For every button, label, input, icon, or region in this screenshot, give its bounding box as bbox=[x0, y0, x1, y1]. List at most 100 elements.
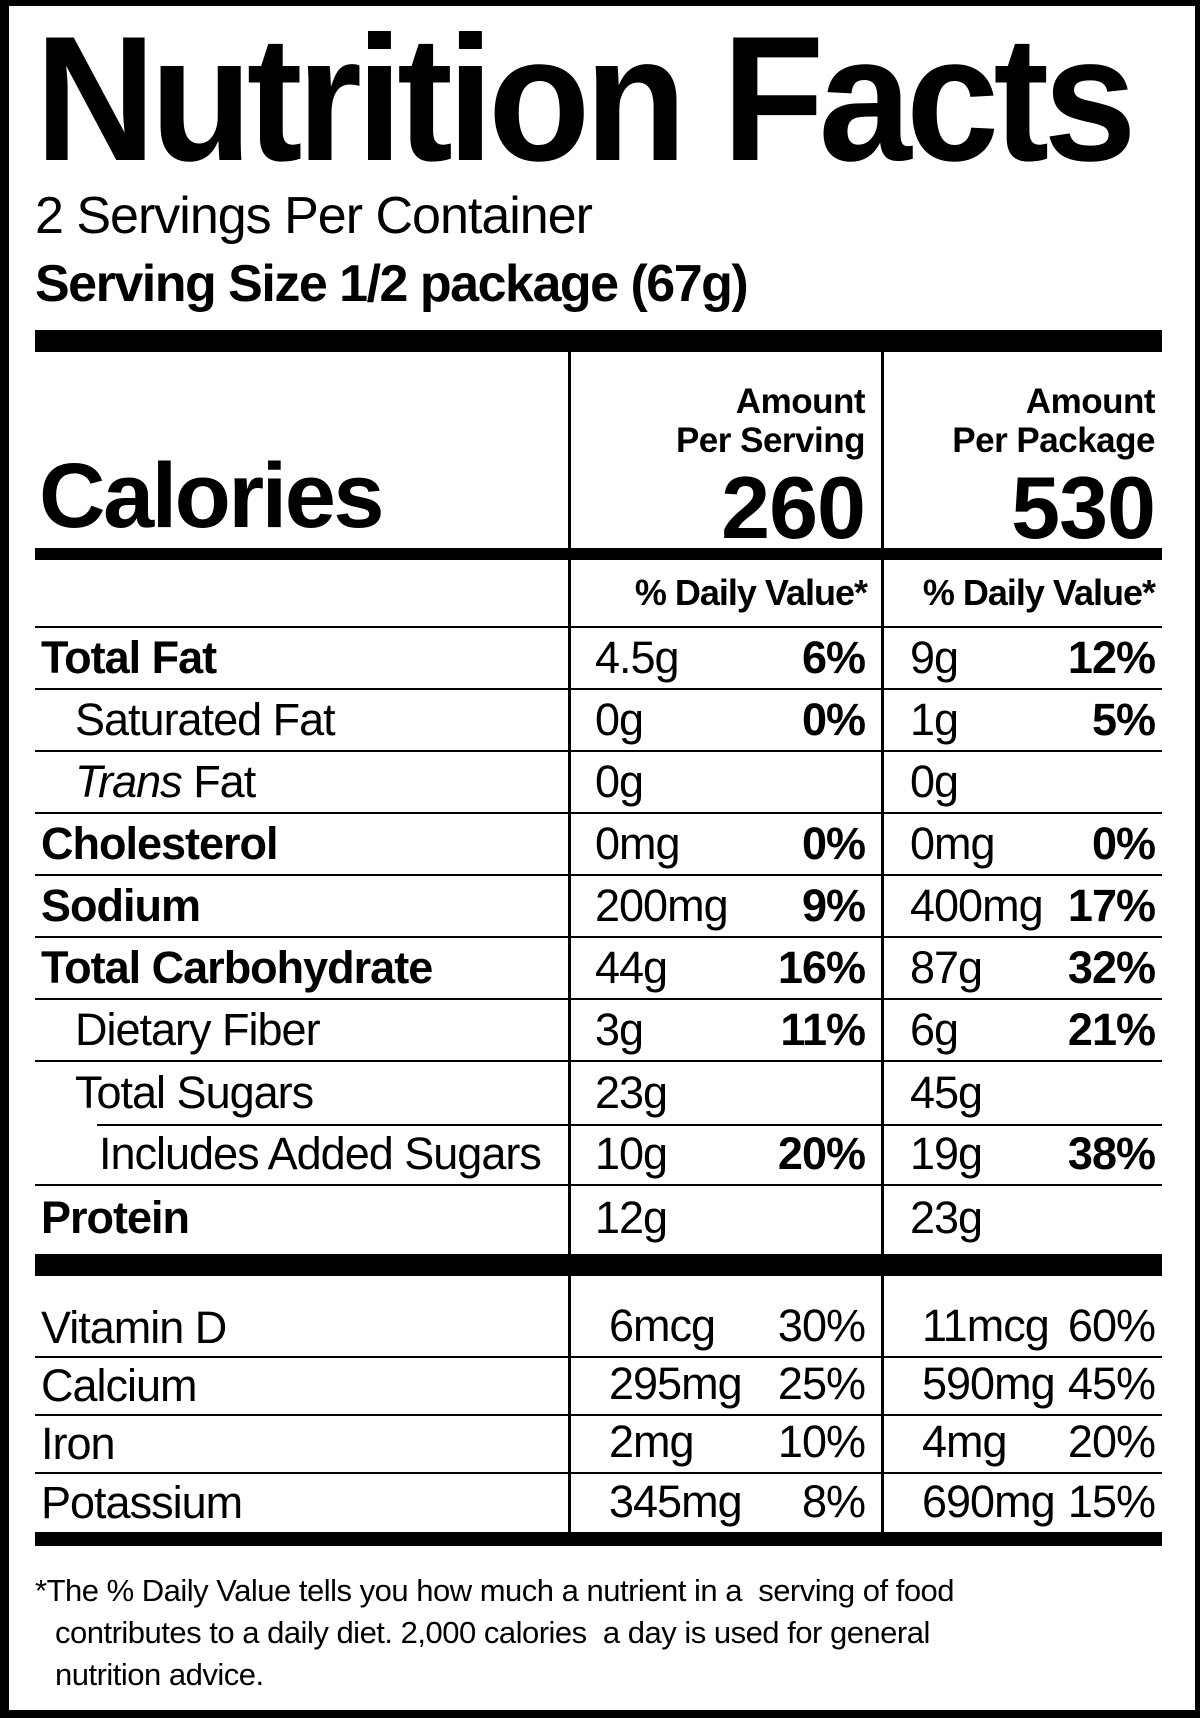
vitamin-name: Vitamin D bbox=[41, 1302, 227, 1353]
nutrient-name: Protein bbox=[41, 1192, 190, 1243]
serving-amount: 10g bbox=[595, 1128, 668, 1179]
package-amount: 690mg bbox=[922, 1476, 1056, 1527]
package-daily-value: 60% bbox=[1067, 1300, 1156, 1351]
package-amount: 1g bbox=[910, 694, 959, 745]
nutrient-name: Total Sugars bbox=[75, 1067, 314, 1118]
amount-per-serving-header-line1: Amount bbox=[735, 382, 866, 421]
serving-amount: 2mg bbox=[609, 1416, 695, 1467]
nutrient-row: Includes Added Sugars 10g 20% 19g 38% bbox=[35, 1124, 1162, 1186]
package-amount: 590mg bbox=[922, 1358, 1056, 1409]
serving-amount: 4.5g bbox=[595, 632, 680, 683]
package-daily-value: 21% bbox=[1067, 1004, 1156, 1055]
nutrient-name: Total Fat bbox=[41, 632, 217, 683]
package-amount: 45g bbox=[910, 1067, 983, 1118]
nutrient-name: Sodium bbox=[41, 880, 201, 931]
daily-value-footnote: *The % Daily Value tells you how much a … bbox=[35, 1570, 1162, 1696]
serving-amount: 295mg bbox=[609, 1358, 743, 1409]
serving-amount: 0g bbox=[595, 694, 644, 745]
separator-bar-top bbox=[35, 330, 1162, 352]
serving-amount: 345mg bbox=[609, 1476, 743, 1527]
calories-label-cell: Calories bbox=[35, 352, 568, 548]
calories-per-serving-value: 260 bbox=[721, 458, 866, 557]
serving-amount: 44g bbox=[595, 942, 668, 993]
daily-value-header-empty-cell bbox=[35, 560, 568, 626]
serving-size: Serving Size 1/2 package (67g) bbox=[35, 255, 749, 313]
serving-daily-value: 20% bbox=[777, 1128, 866, 1179]
serving-amount: 12g bbox=[595, 1192, 668, 1243]
nutrient-name: Includes Added Sugars bbox=[99, 1128, 542, 1179]
serving-daily-value: 10% bbox=[777, 1416, 866, 1467]
nutrient-row: Saturated Fat 0g 0% 1g 5% bbox=[35, 690, 1162, 752]
nutrient-row: Sodium 200mg 9% 400mg 17% bbox=[35, 876, 1162, 938]
package-daily-value: 0% bbox=[1091, 818, 1156, 869]
daily-value-header-package: % Daily Value* bbox=[881, 560, 1163, 626]
package-amount: 0g bbox=[910, 756, 959, 807]
nutrient-row: Dietary Fiber 3g 11% 6g 21% bbox=[35, 1000, 1162, 1062]
package-daily-value: 5% bbox=[1091, 694, 1156, 745]
nutrient-name: Dietary Fiber bbox=[75, 1004, 321, 1055]
daily-value-header-serving: % Daily Value* bbox=[568, 560, 881, 626]
vitamins-spacer-row bbox=[35, 1276, 1162, 1300]
package-amount: 11mcg bbox=[922, 1300, 1050, 1351]
vitamin-name: Calcium bbox=[41, 1360, 198, 1411]
nutrient-row: Total Sugars 23g 45g bbox=[35, 1062, 1162, 1124]
nutrient-row: Total Carbohydrate 44g 16% 87g 32% bbox=[35, 938, 1162, 1000]
nutrient-row: Trans Fat 0g 0g bbox=[35, 752, 1162, 814]
package-amount: 400mg bbox=[910, 880, 1044, 931]
nutrient-row: Protein 12g 23g bbox=[35, 1186, 1162, 1254]
label-title: Nutrition Facts bbox=[35, 0, 1137, 198]
vitamin-row: Calcium 295mg 25% 590mg 45% bbox=[35, 1358, 1162, 1416]
serving-daily-value: 30% bbox=[777, 1300, 866, 1351]
vitamin-row: Potassium 345mg 8% 690mg 15% bbox=[35, 1474, 1162, 1532]
calories-label: Calories bbox=[39, 445, 385, 547]
package-daily-value: 20% bbox=[1067, 1416, 1156, 1467]
package-amount: 0mg bbox=[910, 818, 996, 869]
package-daily-value: 38% bbox=[1067, 1128, 1156, 1179]
amount-per-package-header-line2: Per Package bbox=[952, 421, 1155, 460]
serving-amount: 200mg bbox=[595, 880, 729, 931]
serving-daily-value: 11% bbox=[780, 1004, 866, 1055]
vitamin-name: Potassium bbox=[41, 1477, 243, 1528]
vitamin-name: Iron bbox=[41, 1418, 116, 1469]
nutrient-row: Cholesterol 0mg 0% 0mg 0% bbox=[35, 814, 1162, 876]
nutrient-name: Saturated Fat bbox=[75, 694, 336, 745]
package-daily-value: 45% bbox=[1067, 1358, 1156, 1409]
serving-daily-value: 25% bbox=[777, 1358, 866, 1409]
nutrient-name: Cholesterol bbox=[41, 818, 279, 869]
serving-daily-value: 8% bbox=[801, 1476, 866, 1527]
separator-bar-protein bbox=[35, 1254, 1162, 1276]
serving-daily-value: 0% bbox=[801, 694, 866, 745]
package-amount: 87g bbox=[910, 942, 983, 993]
servings-per-container: 2 Servings Per Container bbox=[35, 187, 593, 245]
vitamin-rows: Vitamin D 6mcg 30% 11mcg 60% Calcium 295… bbox=[35, 1300, 1162, 1532]
serving-amount: 3g bbox=[595, 1004, 644, 1055]
package-amount: 23g bbox=[910, 1192, 983, 1243]
package-amount: 19g bbox=[910, 1128, 983, 1179]
serving-amount: 6mcg bbox=[609, 1300, 716, 1351]
calories-row: Calories Amount Per Serving 260 Amount P… bbox=[35, 352, 1162, 557]
vitamin-row: Iron 2mg 10% 4mg 20% bbox=[35, 1416, 1162, 1474]
serving-daily-value: 9% bbox=[801, 880, 866, 931]
nutrient-rows: Total Fat 4.5g 6% 9g 12% Saturated Fat 0… bbox=[35, 628, 1162, 1254]
separator-bar-bottom bbox=[35, 1532, 1162, 1546]
nutrient-row: Total Fat 4.5g 6% 9g 12% bbox=[35, 628, 1162, 690]
package-amount: 6g bbox=[910, 1004, 959, 1055]
package-amount: 4mg bbox=[922, 1416, 1008, 1467]
package-daily-value: 15% bbox=[1067, 1476, 1156, 1527]
serving-daily-value: 16% bbox=[777, 942, 866, 993]
amount-per-serving-cell: Amount Per Serving 260 bbox=[568, 352, 881, 557]
footnote-line: contributes to a daily diet. 2,000 calor… bbox=[55, 1615, 930, 1650]
nutrient-name: Trans Fat bbox=[75, 756, 256, 807]
footnote-line: nutrition advice. bbox=[55, 1657, 264, 1692]
package-amount: 9g bbox=[910, 632, 959, 683]
serving-amount: 23g bbox=[595, 1067, 668, 1118]
amount-per-package-header-line1: Amount bbox=[1025, 382, 1156, 421]
serving-daily-value: 0% bbox=[801, 818, 866, 869]
footnote-line: *The % Daily Value tells you how much a … bbox=[35, 1573, 955, 1608]
package-daily-value: 32% bbox=[1067, 942, 1156, 993]
serving-amount: 0mg bbox=[595, 818, 681, 869]
serving-amount: 0g bbox=[595, 756, 644, 807]
package-daily-value: 17% bbox=[1067, 880, 1156, 931]
vitamin-row: Vitamin D 6mcg 30% 11mcg 60% bbox=[35, 1300, 1162, 1358]
